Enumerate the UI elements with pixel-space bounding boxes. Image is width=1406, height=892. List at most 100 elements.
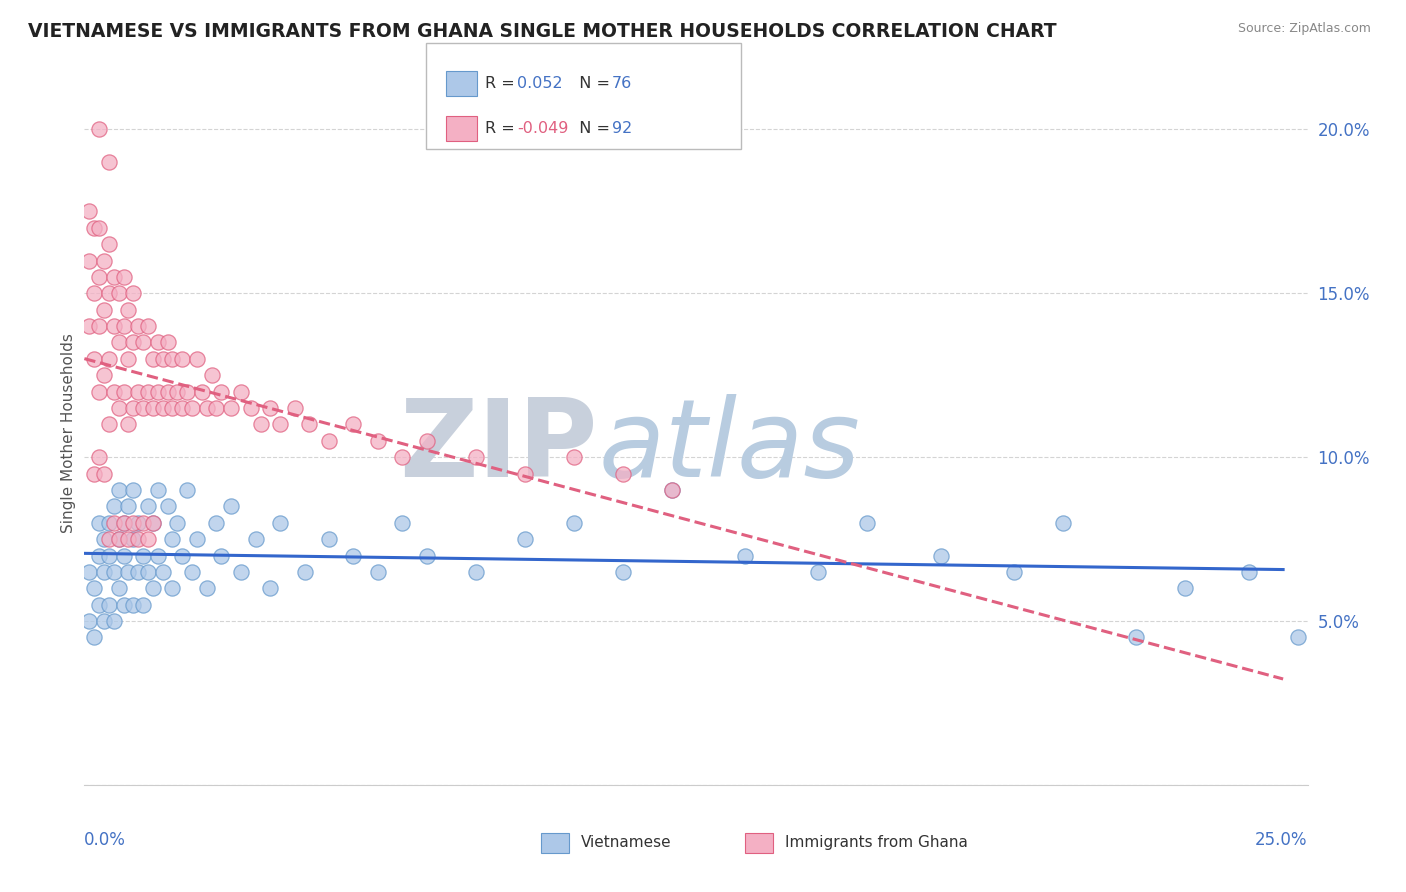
Point: [83, 220, 105, 235]
Point: [661, 483, 683, 497]
Point: [200, 368, 222, 383]
Point: [112, 384, 135, 399]
Point: [136, 532, 159, 546]
Point: [298, 417, 321, 432]
Point: [127, 319, 149, 334]
Point: [83, 351, 105, 366]
Point: [122, 516, 145, 530]
Point: [127, 384, 149, 399]
Point: [269, 417, 291, 432]
Point: [112, 516, 135, 530]
Point: [122, 286, 145, 301]
Point: [156, 335, 179, 350]
Point: [1002, 565, 1025, 579]
Point: [117, 565, 139, 579]
Point: [172, 351, 194, 366]
Text: Source: ZipAtlas.com: Source: ZipAtlas.com: [1237, 22, 1371, 36]
Point: [83, 582, 105, 596]
Point: [122, 598, 145, 612]
Point: [132, 401, 155, 415]
Point: [97, 532, 120, 546]
Point: [342, 417, 364, 432]
Point: [136, 319, 159, 334]
Point: [97, 237, 120, 252]
Text: N =: N =: [569, 76, 616, 91]
Point: [464, 565, 486, 579]
Point: [103, 269, 125, 284]
Point: [103, 384, 125, 399]
Point: [219, 401, 242, 415]
Point: [103, 614, 125, 628]
Point: [122, 483, 145, 497]
Point: [1052, 516, 1074, 530]
Text: -0.049: -0.049: [517, 121, 569, 136]
Point: [367, 434, 389, 448]
Point: [77, 253, 100, 268]
Point: [209, 549, 232, 563]
Point: [249, 417, 271, 432]
Point: [87, 384, 110, 399]
Point: [122, 335, 145, 350]
Point: [205, 516, 228, 530]
Point: [176, 384, 198, 399]
Point: [93, 614, 115, 628]
Point: [1306, 549, 1329, 563]
Point: [117, 532, 139, 546]
Point: [269, 516, 291, 530]
Point: [132, 516, 155, 530]
Point: [77, 565, 100, 579]
Point: [929, 549, 952, 563]
Text: ZIP: ZIP: [399, 393, 598, 500]
Point: [136, 565, 159, 579]
Point: [166, 384, 188, 399]
Point: [205, 401, 228, 415]
Point: [87, 269, 110, 284]
Point: [87, 450, 110, 465]
Point: [107, 532, 129, 546]
Point: [513, 532, 536, 546]
Point: [612, 565, 634, 579]
Point: [464, 450, 486, 465]
Point: [117, 302, 139, 317]
Point: [162, 532, 184, 546]
Point: [142, 516, 165, 530]
Y-axis label: Single Mother Households: Single Mother Households: [60, 333, 76, 533]
Point: [562, 450, 585, 465]
Point: [142, 401, 165, 415]
Point: [259, 582, 281, 596]
Point: [612, 467, 634, 481]
Point: [117, 351, 139, 366]
Text: VIETNAMESE VS IMMIGRANTS FROM GHANA SINGLE MOTHER HOUSEHOLDS CORRELATION CHART: VIETNAMESE VS IMMIGRANTS FROM GHANA SING…: [28, 22, 1057, 41]
Point: [856, 516, 879, 530]
Point: [156, 384, 179, 399]
Text: 25.0%: 25.0%: [1256, 830, 1308, 849]
Point: [112, 549, 135, 563]
Point: [318, 434, 340, 448]
Text: 0.0%: 0.0%: [84, 830, 127, 849]
Text: atlas: atlas: [598, 394, 860, 500]
Point: [112, 598, 135, 612]
Point: [122, 401, 145, 415]
Text: Immigrants from Ghana: Immigrants from Ghana: [785, 836, 967, 850]
Point: [342, 549, 364, 563]
Point: [734, 549, 756, 563]
Point: [97, 516, 120, 530]
Point: [219, 500, 242, 514]
Point: [142, 351, 165, 366]
Point: [107, 335, 129, 350]
Point: [162, 582, 184, 596]
Point: [195, 401, 218, 415]
Point: [391, 450, 413, 465]
Point: [97, 286, 120, 301]
Point: [103, 500, 125, 514]
Point: [127, 532, 149, 546]
Point: [284, 401, 307, 415]
Point: [77, 614, 100, 628]
Point: [93, 532, 115, 546]
Point: [107, 286, 129, 301]
Point: [367, 565, 389, 579]
Point: [562, 516, 585, 530]
Point: [181, 565, 204, 579]
Point: [103, 565, 125, 579]
Point: [77, 204, 100, 219]
